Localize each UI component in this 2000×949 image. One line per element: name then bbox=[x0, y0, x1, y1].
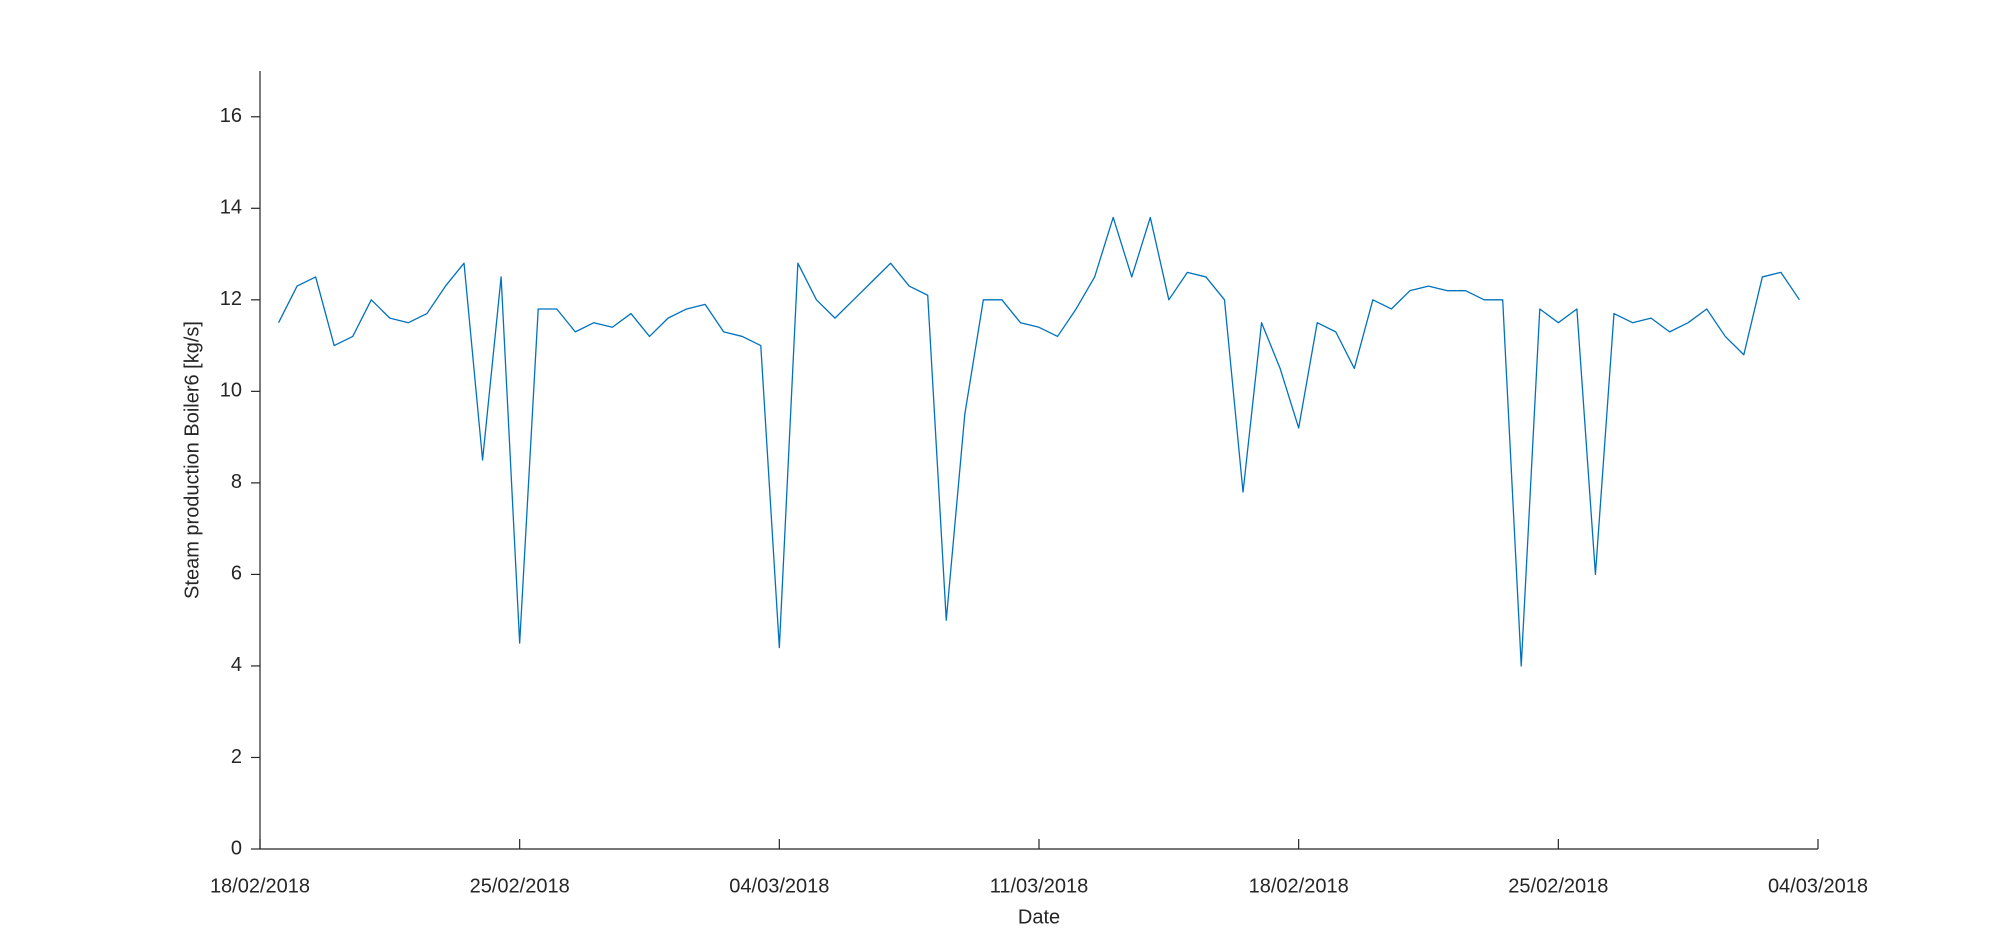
x-tick-label: 18/02/2018 bbox=[1249, 875, 1349, 897]
x-tick-label: 04/03/2018 bbox=[1768, 875, 1868, 897]
y-tick-label: 14 bbox=[220, 197, 242, 219]
x-tick-label: 25/02/2018 bbox=[1508, 875, 1608, 897]
y-tick-label: 10 bbox=[220, 380, 242, 402]
y-axis-label: Steam production Boiler6 [kg/s] bbox=[181, 321, 203, 599]
y-tick-label: 2 bbox=[231, 746, 242, 768]
y-tick-label: 0 bbox=[231, 837, 242, 859]
data-line bbox=[277, 216, 1800, 667]
x-tick-label: 11/03/2018 bbox=[990, 875, 1089, 897]
y-tick-label: 12 bbox=[220, 288, 242, 310]
y-tick-label: 8 bbox=[231, 471, 242, 493]
y-tick-label: 4 bbox=[231, 654, 242, 676]
x-axis-label: Date bbox=[1018, 906, 1060, 928]
x-tick-label: 04/03/2018 bbox=[729, 875, 829, 897]
x-tick-label: 25/02/2018 bbox=[470, 875, 570, 897]
x-tick-label: 18/02/2018 bbox=[210, 875, 310, 897]
y-tick-label: 6 bbox=[231, 563, 242, 585]
y-tick-label: 16 bbox=[220, 105, 242, 127]
